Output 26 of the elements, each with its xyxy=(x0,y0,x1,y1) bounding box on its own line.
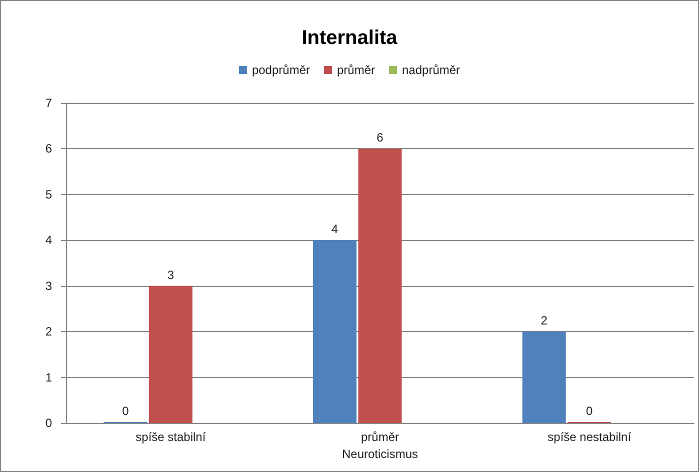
bar xyxy=(148,286,192,423)
x-tick-label: průměr xyxy=(360,430,400,444)
legend-label: nadprůměr xyxy=(402,63,460,77)
x-axis-title: Neuroticismus xyxy=(342,446,418,461)
data-label: 3 xyxy=(167,268,174,282)
legend-label: průměr xyxy=(336,63,376,77)
legend-label: podprůměr xyxy=(252,63,310,77)
y-tick-label: 7 xyxy=(45,96,52,110)
y-tick-label: 2 xyxy=(45,324,52,339)
x-tick-label: spíše stabilní xyxy=(136,430,206,444)
data-label: 0 xyxy=(122,404,130,418)
data-label: 4 xyxy=(331,222,338,236)
chart-title: Internalita xyxy=(302,27,398,49)
data-label: 6 xyxy=(376,130,384,145)
x-tick-label: spíše nestabilní xyxy=(548,430,632,444)
data-label: 0 xyxy=(586,404,593,418)
data-label: 2 xyxy=(540,314,548,328)
y-tick-label: 0 xyxy=(45,416,52,430)
y-tick-label: 6 xyxy=(45,142,52,156)
bar xyxy=(358,148,402,423)
y-tick-label: 3 xyxy=(45,278,52,293)
y-tick-label: 4 xyxy=(45,233,52,248)
y-tick-label: 1 xyxy=(45,370,52,384)
bar xyxy=(313,240,357,423)
y-tick-label: 5 xyxy=(45,187,52,202)
bar xyxy=(522,332,566,423)
